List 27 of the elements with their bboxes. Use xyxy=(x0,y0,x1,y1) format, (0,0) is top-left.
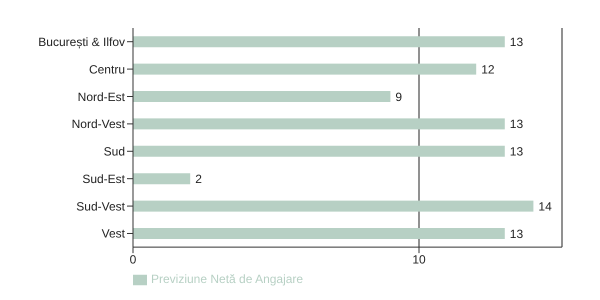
data-label: 13 xyxy=(510,144,524,159)
data-label: 13 xyxy=(510,226,524,241)
y-tick-label: Sud-Est xyxy=(82,172,126,186)
x-tick-label: 10 xyxy=(412,252,426,267)
y-tick-label: Vest xyxy=(102,226,126,241)
bar xyxy=(133,146,505,157)
bar xyxy=(133,118,505,130)
y-tick-label: Sud xyxy=(104,144,125,159)
legend-label: Previziune Netă de Angajare xyxy=(151,272,304,286)
bar xyxy=(133,91,390,102)
x-tick-label: 0 xyxy=(130,252,137,267)
data-label: 12 xyxy=(481,62,495,76)
y-tick-label: Nord-Est xyxy=(78,90,126,104)
bar xyxy=(133,64,476,75)
bar xyxy=(133,228,505,239)
y-tick-label: Sud-Vest xyxy=(76,199,126,214)
y-tick-label: Nord-Vest xyxy=(72,117,126,132)
bar xyxy=(133,200,534,212)
data-label: 9 xyxy=(395,90,402,104)
y-tick-label: Centru xyxy=(88,62,125,76)
data-label: 14 xyxy=(538,199,552,214)
bar xyxy=(133,173,190,184)
bar xyxy=(133,36,505,48)
data-label: 13 xyxy=(510,117,524,132)
y-tick-label: București & Ilfov xyxy=(38,34,125,49)
data-label: 13 xyxy=(510,34,524,49)
data-label: 2 xyxy=(195,172,202,186)
